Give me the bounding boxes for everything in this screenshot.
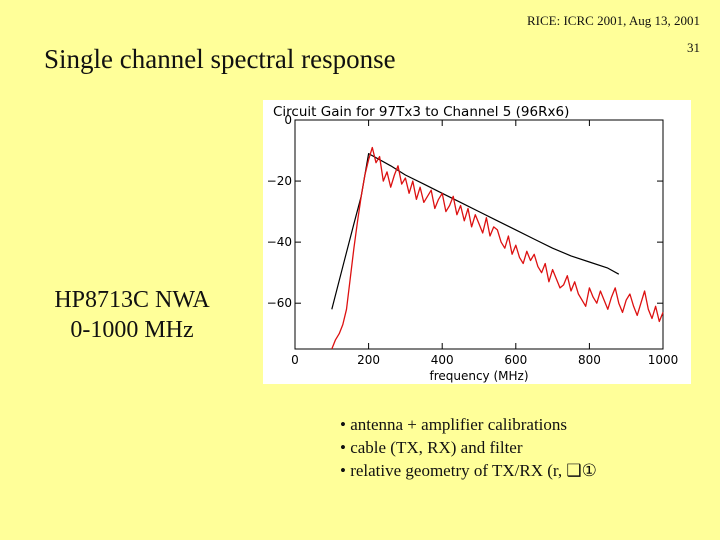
x-tick-label: 0 bbox=[291, 353, 299, 367]
instrument-model: HP8713C NWA bbox=[54, 287, 210, 313]
slide-number: 31 bbox=[687, 40, 700, 55]
x-tick-label: 1000 bbox=[648, 353, 679, 367]
y-axis: 0 −20 −40 −60 bbox=[267, 113, 663, 310]
bullet-list: • antenna + amplifier calibrations • cab… bbox=[340, 413, 597, 482]
gain-chart: Circuit Gain for 97Tx3 to Channel 5 (96R… bbox=[267, 104, 679, 383]
chart-title: Circuit Gain for 97Tx3 to Channel 5 (96R… bbox=[273, 104, 569, 120]
series-layer bbox=[331, 146, 664, 350]
instrument-range: 0-1000 MHz bbox=[70, 317, 194, 343]
x-tick-label: 400 bbox=[431, 353, 454, 367]
bullet-item: • antenna + amplifier calibrations bbox=[340, 415, 568, 434]
slide-title: Single channel spectral response bbox=[44, 44, 396, 74]
x-tick-label: 800 bbox=[578, 353, 601, 367]
series-measured-line bbox=[331, 146, 664, 350]
x-tick-label: 600 bbox=[504, 353, 527, 367]
y-tick-label: 0 bbox=[284, 113, 292, 127]
conference-header: RICE: ICRC 2001, Aug 13, 2001 bbox=[527, 14, 700, 28]
bullet-item: • cable (TX, RX) and filter bbox=[340, 438, 523, 457]
chart-panel: Circuit Gain for 97Tx3 to Channel 5 (96R… bbox=[263, 100, 691, 384]
bullet-item: • relative geometry of TX/RX (r, ❑① bbox=[340, 461, 597, 480]
y-tick-label: −40 bbox=[267, 235, 292, 249]
x-tick-label: 200 bbox=[357, 353, 380, 367]
y-tick-label: −20 bbox=[267, 174, 292, 188]
instrument-label: HP8713C NWA 0-1000 MHz bbox=[26, 285, 238, 345]
y-tick-label: −60 bbox=[267, 296, 292, 310]
x-axis: 0 200 400 600 800 1000 bbox=[291, 120, 678, 367]
conference-label: RICE: ICRC 2001, Aug 13, 2001 bbox=[527, 13, 700, 28]
x-axis-label: frequency (MHz) bbox=[429, 369, 528, 383]
plot-frame bbox=[294, 119, 664, 350]
